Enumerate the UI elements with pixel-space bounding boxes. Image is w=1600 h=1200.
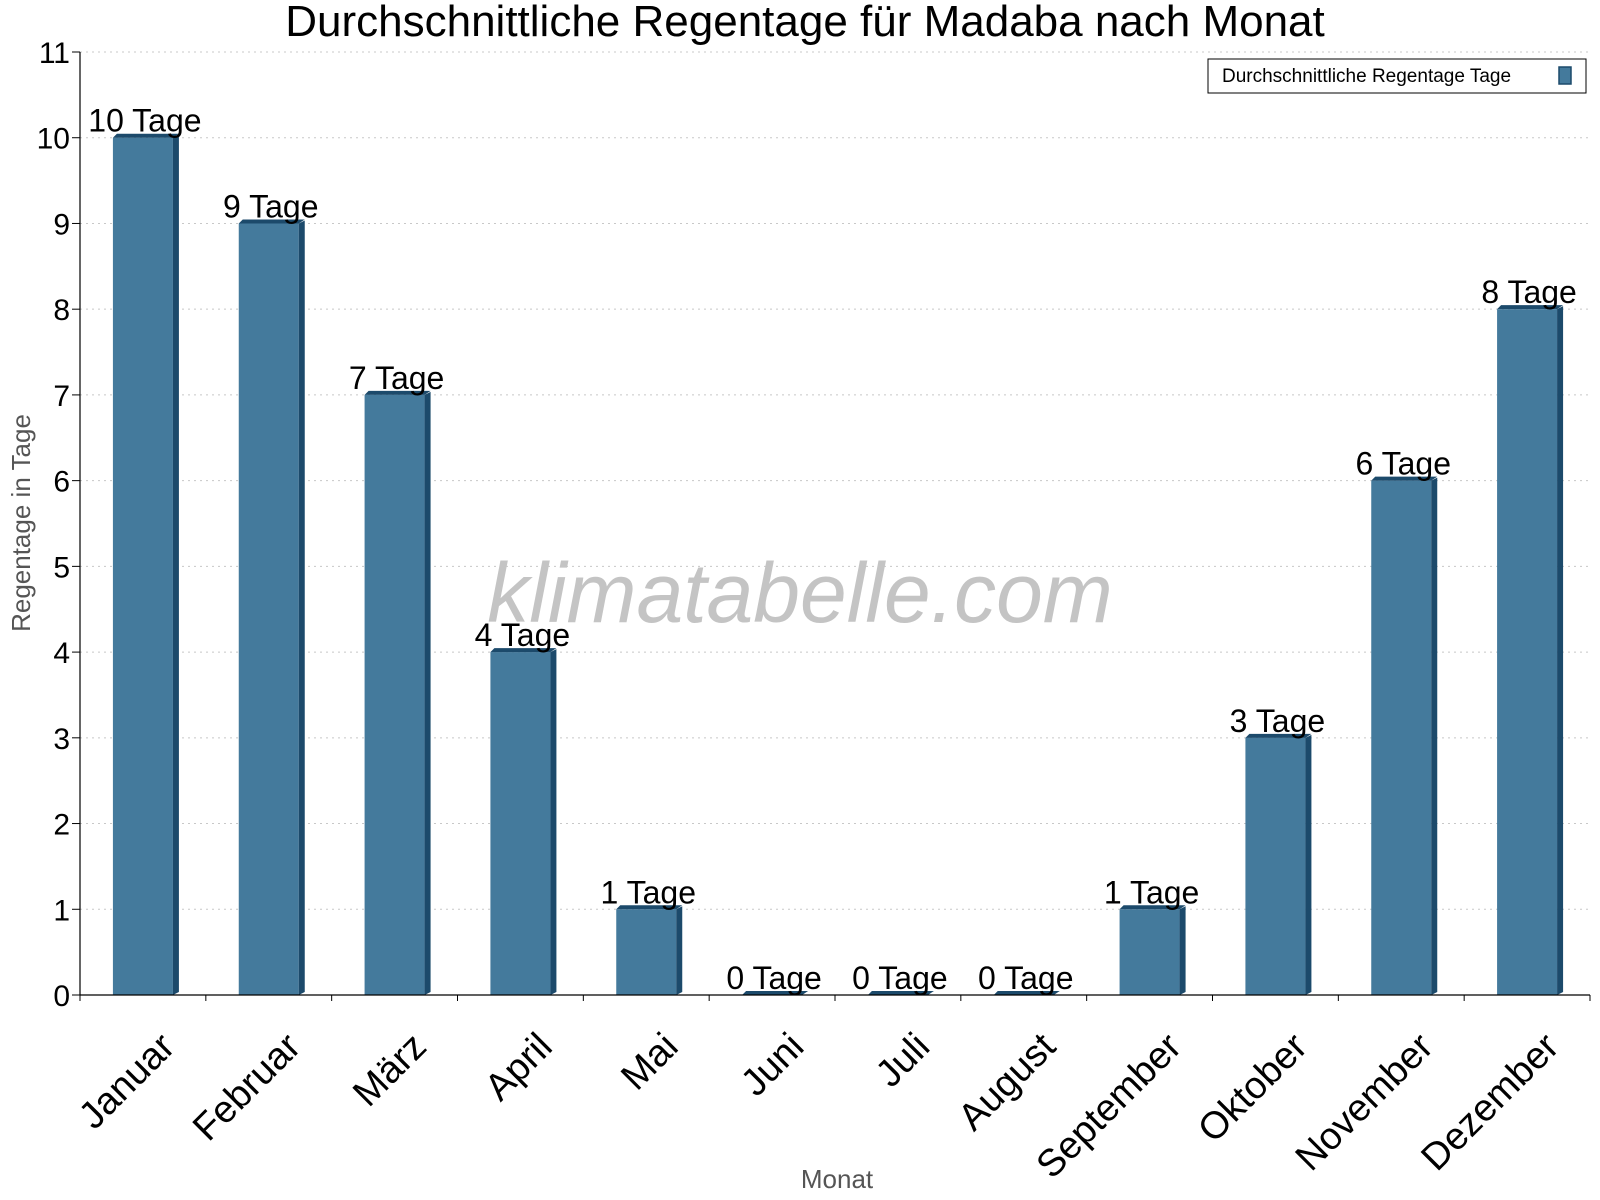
bar-top: [364, 390, 431, 395]
y-tick-label: 8: [53, 294, 70, 327]
y-tick-label: 6: [53, 466, 70, 499]
y-tick-label: 4: [53, 637, 70, 670]
y-tick-label: 9: [53, 208, 70, 241]
bar: [1245, 737, 1306, 995]
bar: [1371, 480, 1432, 995]
y-ticks: 0 1 2 3 4 5 6 7 8 9 10 11: [37, 37, 80, 1013]
data-label: 9 Tage: [223, 188, 319, 224]
data-label: 10 Tage: [88, 103, 201, 139]
bar-top: [238, 219, 305, 224]
x-tick-label: Juni: [733, 1025, 812, 1104]
x-tick-label: Oktober: [1190, 1025, 1316, 1151]
watermark: klimatabelle.com: [487, 546, 1113, 640]
bar-side: [1305, 734, 1312, 995]
bar-top: [1371, 476, 1438, 481]
data-label: 0 Tage: [852, 960, 948, 996]
y-tick-label: 10: [37, 123, 70, 156]
bar-side: [1557, 306, 1564, 995]
x-tick-label: November: [1288, 1025, 1442, 1179]
data-label: 6 Tage: [1356, 446, 1452, 482]
x-tick-label: April: [477, 1025, 560, 1108]
data-label: 7 Tage: [349, 360, 445, 396]
data-label: 0 Tage: [726, 960, 822, 996]
x-tick-label: Mai: [613, 1025, 686, 1098]
y-axis-label: Regentage in Tage: [6, 414, 36, 632]
bar-side: [676, 906, 683, 995]
bar-side: [1431, 477, 1438, 995]
legend-label: Durchschnittliche Regentage Tage: [1222, 66, 1511, 87]
chart-title: Durchschnittliche Regentage für Madaba n…: [285, 0, 1325, 46]
x-tick-label: Juli: [868, 1025, 938, 1095]
data-labels: 10 Tage 9 Tage 7 Tage 4 Tage 1 Tage 0 Tage 0 T…: [88, 103, 1577, 996]
bar-side: [1179, 906, 1186, 995]
bar-top: [742, 991, 809, 995]
bars: [112, 133, 1564, 996]
y-tick-label: 1: [53, 894, 70, 927]
data-label: 8 Tage: [1481, 274, 1577, 310]
x-tick-label: Februar: [185, 1025, 309, 1149]
y-tick-label: 11: [39, 37, 70, 70]
legend-box: [1207, 58, 1587, 94]
data-label: 1 Tage: [1104, 874, 1200, 910]
y-tick-label: 3: [53, 723, 70, 756]
bar-top: [616, 905, 683, 910]
bar-top: [993, 991, 1060, 995]
x-ticks: Januar Februar März April Mai Juni Juli AugustS…: [71, 995, 1591, 1187]
bar: [490, 652, 551, 995]
data-label: 4 Tage: [475, 617, 571, 653]
x-axis-label: Monat: [801, 1164, 874, 1194]
bar: [112, 137, 173, 995]
y-tick-label: 5: [53, 551, 70, 584]
y-tick-label: 7: [53, 380, 70, 413]
bar: [1497, 309, 1558, 995]
x-tick-label: Dezember: [1414, 1025, 1568, 1179]
bar-top: [1497, 305, 1564, 310]
bar-side: [172, 134, 179, 995]
data-label: 0 Tage: [978, 960, 1074, 996]
bar: [364, 394, 425, 996]
bar-top: [112, 133, 179, 138]
bar-side: [550, 649, 557, 995]
x-tick-label: März: [345, 1025, 434, 1114]
y-tick-label: 0: [53, 980, 70, 1013]
bar-top: [867, 991, 934, 995]
x-tick-label: Januar: [71, 1025, 183, 1137]
data-label: 1 Tage: [601, 874, 697, 910]
bar: [616, 909, 677, 995]
y-tick-label: 2: [53, 809, 70, 842]
bar-top: [1245, 733, 1312, 738]
data-label: 3 Tage: [1230, 703, 1326, 739]
legend-swatch: [1558, 66, 1572, 85]
bar-top: [1119, 905, 1186, 910]
bar: [238, 223, 299, 996]
x-tick-label: August: [951, 1025, 1065, 1139]
bar-top: [490, 648, 557, 653]
bar: [1119, 909, 1180, 995]
legend: Durchschnittliche Regentage Tage: [1207, 58, 1587, 94]
bar-side: [298, 220, 305, 996]
bar-side: [424, 391, 431, 996]
